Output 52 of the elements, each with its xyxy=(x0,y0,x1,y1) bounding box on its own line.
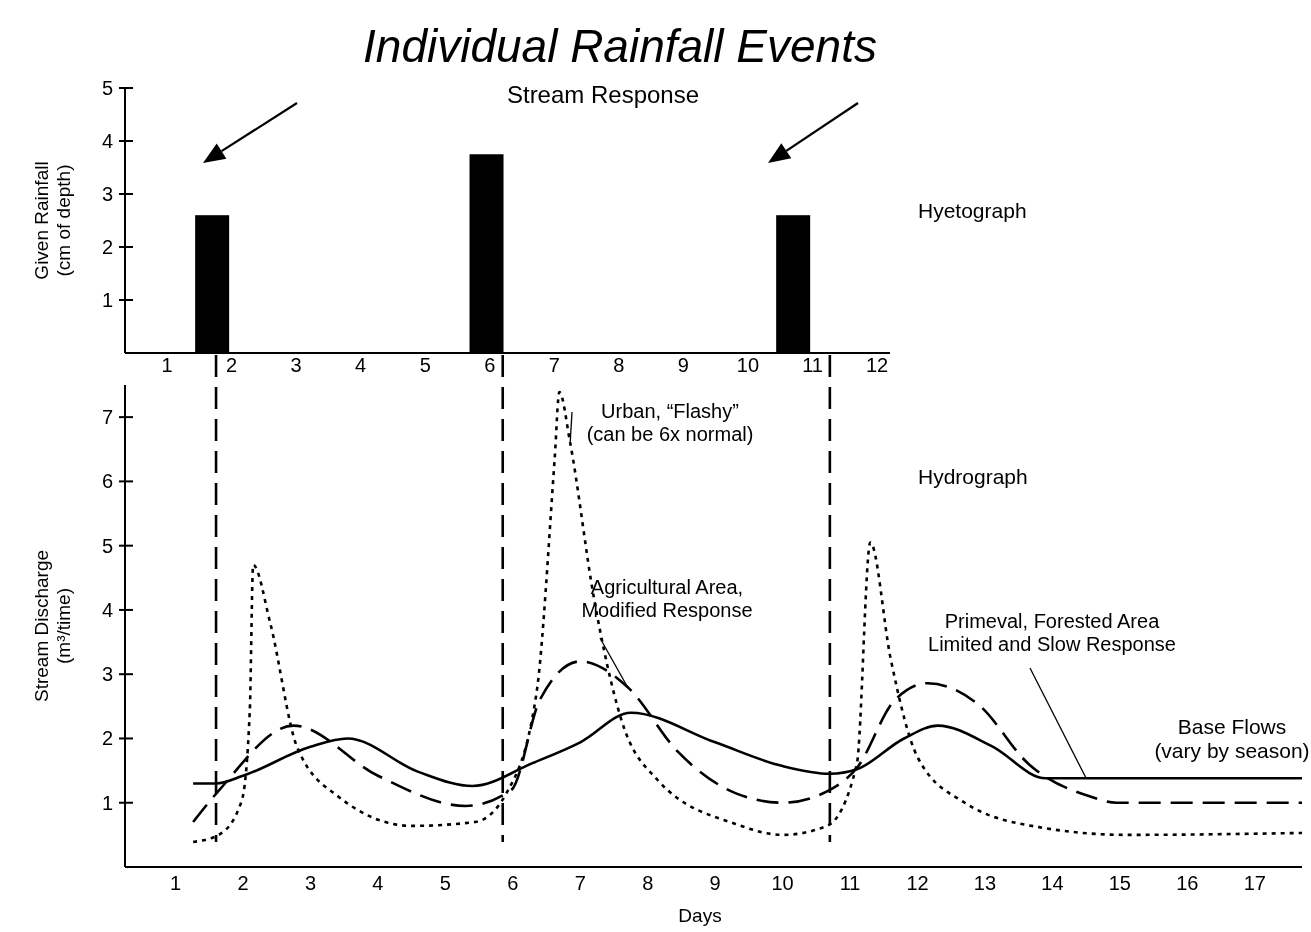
x-tick-label: 11 xyxy=(802,354,823,376)
x-axis-title: Days xyxy=(678,905,722,926)
text: Primeval, Forested Area Limited and Slow Response xyxy=(928,610,1176,655)
y-tick-label: 4 xyxy=(101,598,113,621)
x-tick-label: 8 xyxy=(642,872,654,894)
x-tick-label: 11 xyxy=(839,872,861,894)
x-tick-label: 6 xyxy=(507,872,519,894)
annotation: Hydrograph xyxy=(918,465,1028,488)
x-tick-label: 13 xyxy=(973,872,997,894)
text: Hyetograph xyxy=(918,199,1027,222)
x-tick-label: 9 xyxy=(709,872,721,894)
annotation: Base Flows (vary by season) xyxy=(1154,715,1310,763)
x-tick-label: 9 xyxy=(677,354,689,376)
y-axis-title: Stream Discharge (m³/time) xyxy=(31,549,74,703)
x-tick-label: 16 xyxy=(1176,872,1199,894)
x-tick-label: 4 xyxy=(372,872,384,894)
x-tick-label: 17 xyxy=(1243,872,1266,894)
y-tick-label: 2 xyxy=(101,236,113,258)
x-tick-label: 15 xyxy=(1108,872,1132,894)
x-tick-label: 6 xyxy=(484,354,496,376)
y-tick-label: 5 xyxy=(101,77,113,99)
y-tick-label: 1 xyxy=(101,791,113,814)
x-tick-label: 10 xyxy=(771,872,794,894)
x-tick-label: 5 xyxy=(419,354,431,376)
x-tick-label: 3 xyxy=(290,354,302,376)
x-tick-label: 5 xyxy=(439,872,451,894)
x-tick-label: 1 xyxy=(170,872,182,894)
series-label: Urban, “Flashy” (can be 6x normal) xyxy=(586,400,754,445)
y-tick-label: 5 xyxy=(101,534,113,557)
x-tick-label: 12 xyxy=(865,354,889,376)
x-tick-label: 2 xyxy=(237,872,249,894)
annotation: Stream Response xyxy=(506,81,700,108)
x-tick-label: 7 xyxy=(574,872,586,894)
x-tick-label: 12 xyxy=(906,872,929,894)
x-tick-label: 4 xyxy=(355,354,367,376)
x-tick-label: 8 xyxy=(613,354,625,376)
y-tick-label: 3 xyxy=(101,663,113,686)
y-tick-label: 7 xyxy=(101,406,113,429)
y-tick-label: 1 xyxy=(101,289,113,311)
x-tick-label: 3 xyxy=(304,872,317,894)
x-tick-label: 1 xyxy=(161,354,173,376)
y-tick-label: 4 xyxy=(101,130,113,152)
chart-title: Individual Rainfall Events xyxy=(363,20,877,72)
text: Agricultural Area, Modified Response xyxy=(581,576,753,621)
x-tick-label: 10 xyxy=(736,354,760,376)
y-tick-label: 6 xyxy=(101,470,113,493)
y-tick-label: 3 xyxy=(101,183,113,205)
x-tick-label: 14 xyxy=(1041,872,1064,894)
x-tick-label: 7 xyxy=(548,354,560,376)
x-tick-label: 2 xyxy=(225,354,238,376)
y-axis-title: Given Rainfall (cm of depth) xyxy=(31,161,74,280)
y-tick-label: 2 xyxy=(101,727,113,750)
